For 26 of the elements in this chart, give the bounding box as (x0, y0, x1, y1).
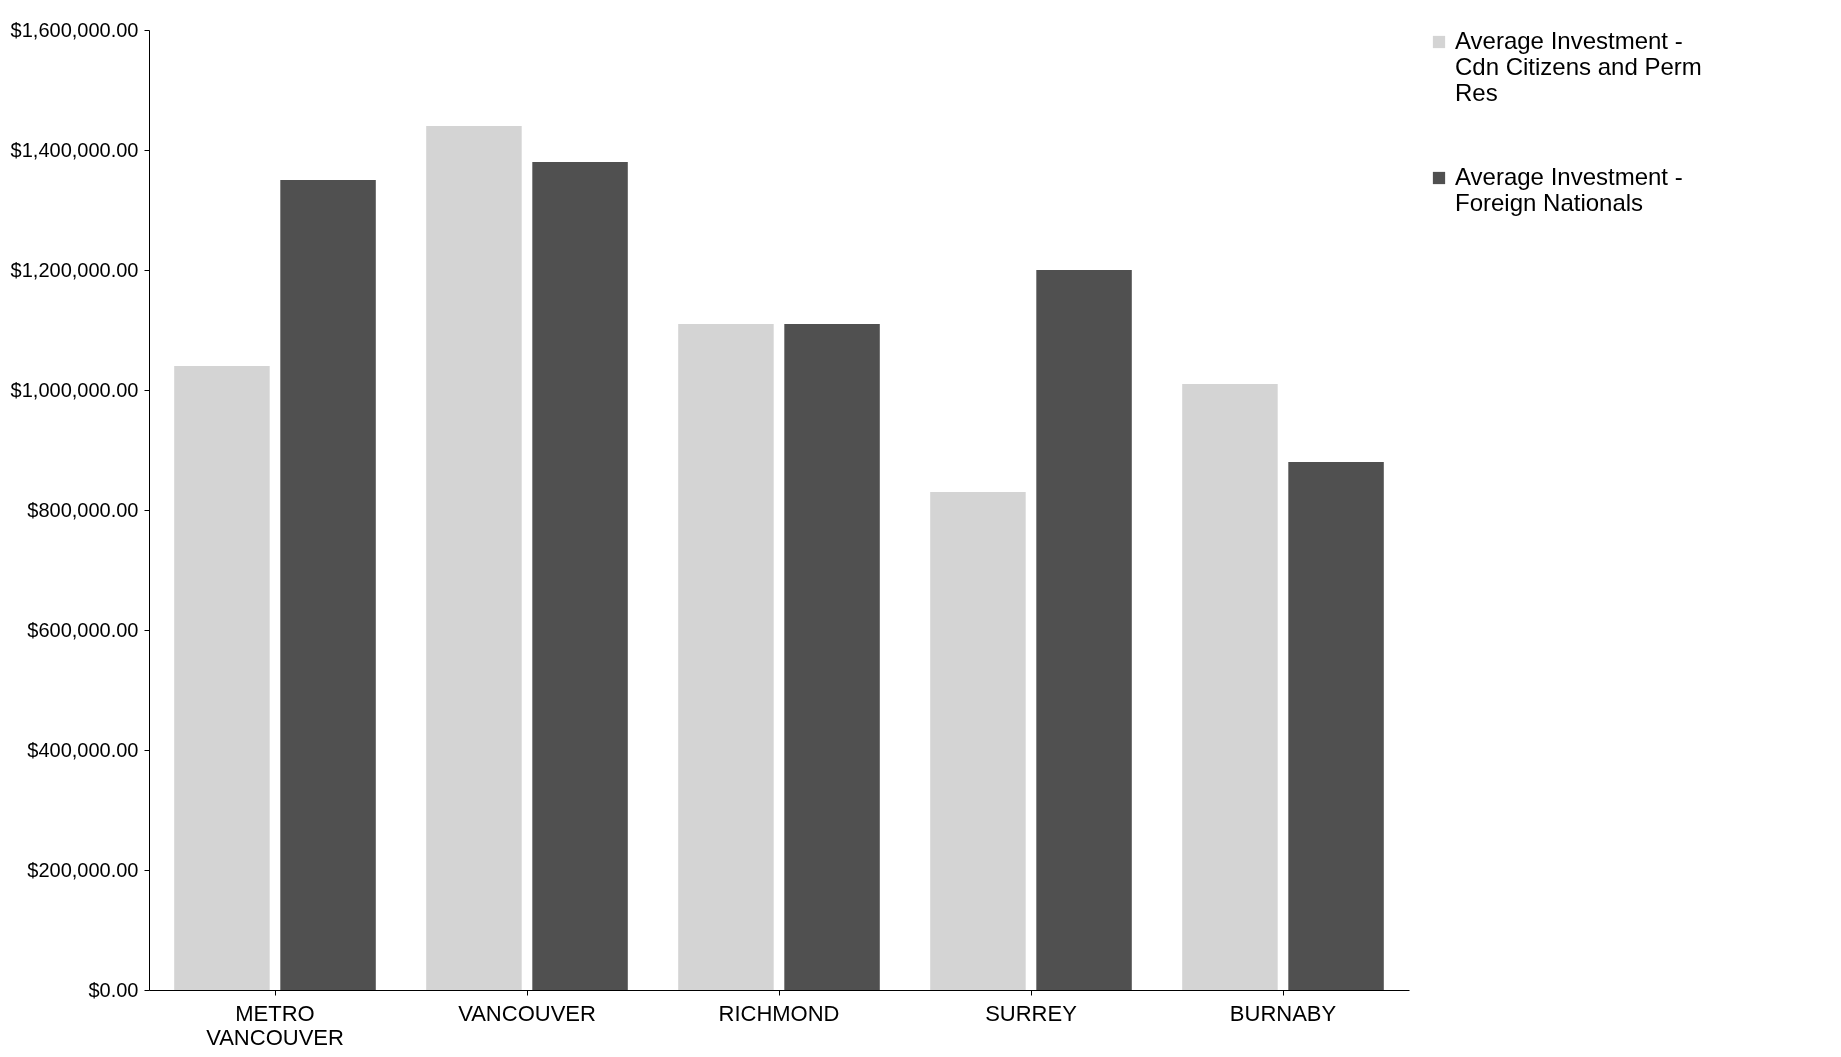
bar (1182, 384, 1278, 990)
bar (426, 126, 522, 990)
y-tick-label: $800,000.00 (27, 498, 139, 521)
y-tick-label: $1,200,000.00 (10, 258, 139, 281)
x-tick-label: METRO VANCOUVER (206, 1000, 344, 1050)
x-tick-label: BURNABY (1229, 1000, 1337, 1026)
y-tick-label: $400,000.00 (27, 738, 139, 761)
bar (1288, 462, 1384, 990)
bar (280, 180, 376, 990)
x-tick-label: VANCOUVER (458, 1000, 596, 1026)
bar (930, 492, 1026, 990)
y-tick-label: $600,000.00 (27, 618, 139, 641)
x-tick-label: RICHMOND (718, 1000, 840, 1026)
legend-label: Average Investment - Cdn Citizens and Perm Res (1455, 27, 1702, 106)
y-tick-label: $1,400,000.00 (10, 138, 139, 161)
y-tick-label: $1,600,000.00 (10, 18, 139, 41)
x-tick-label: SURREY (985, 1000, 1078, 1026)
bar (784, 324, 880, 990)
bar (678, 324, 774, 990)
y-tick-label: $200,000.00 (27, 858, 139, 881)
bar (532, 162, 628, 990)
bar (1036, 270, 1132, 990)
legend-label: Average Investment - Foreign Nationals (1455, 163, 1683, 216)
y-tick-label: $1,000,000.00 (10, 378, 139, 401)
y-tick-label: $0.00 (88, 978, 139, 1001)
bar (174, 366, 270, 990)
